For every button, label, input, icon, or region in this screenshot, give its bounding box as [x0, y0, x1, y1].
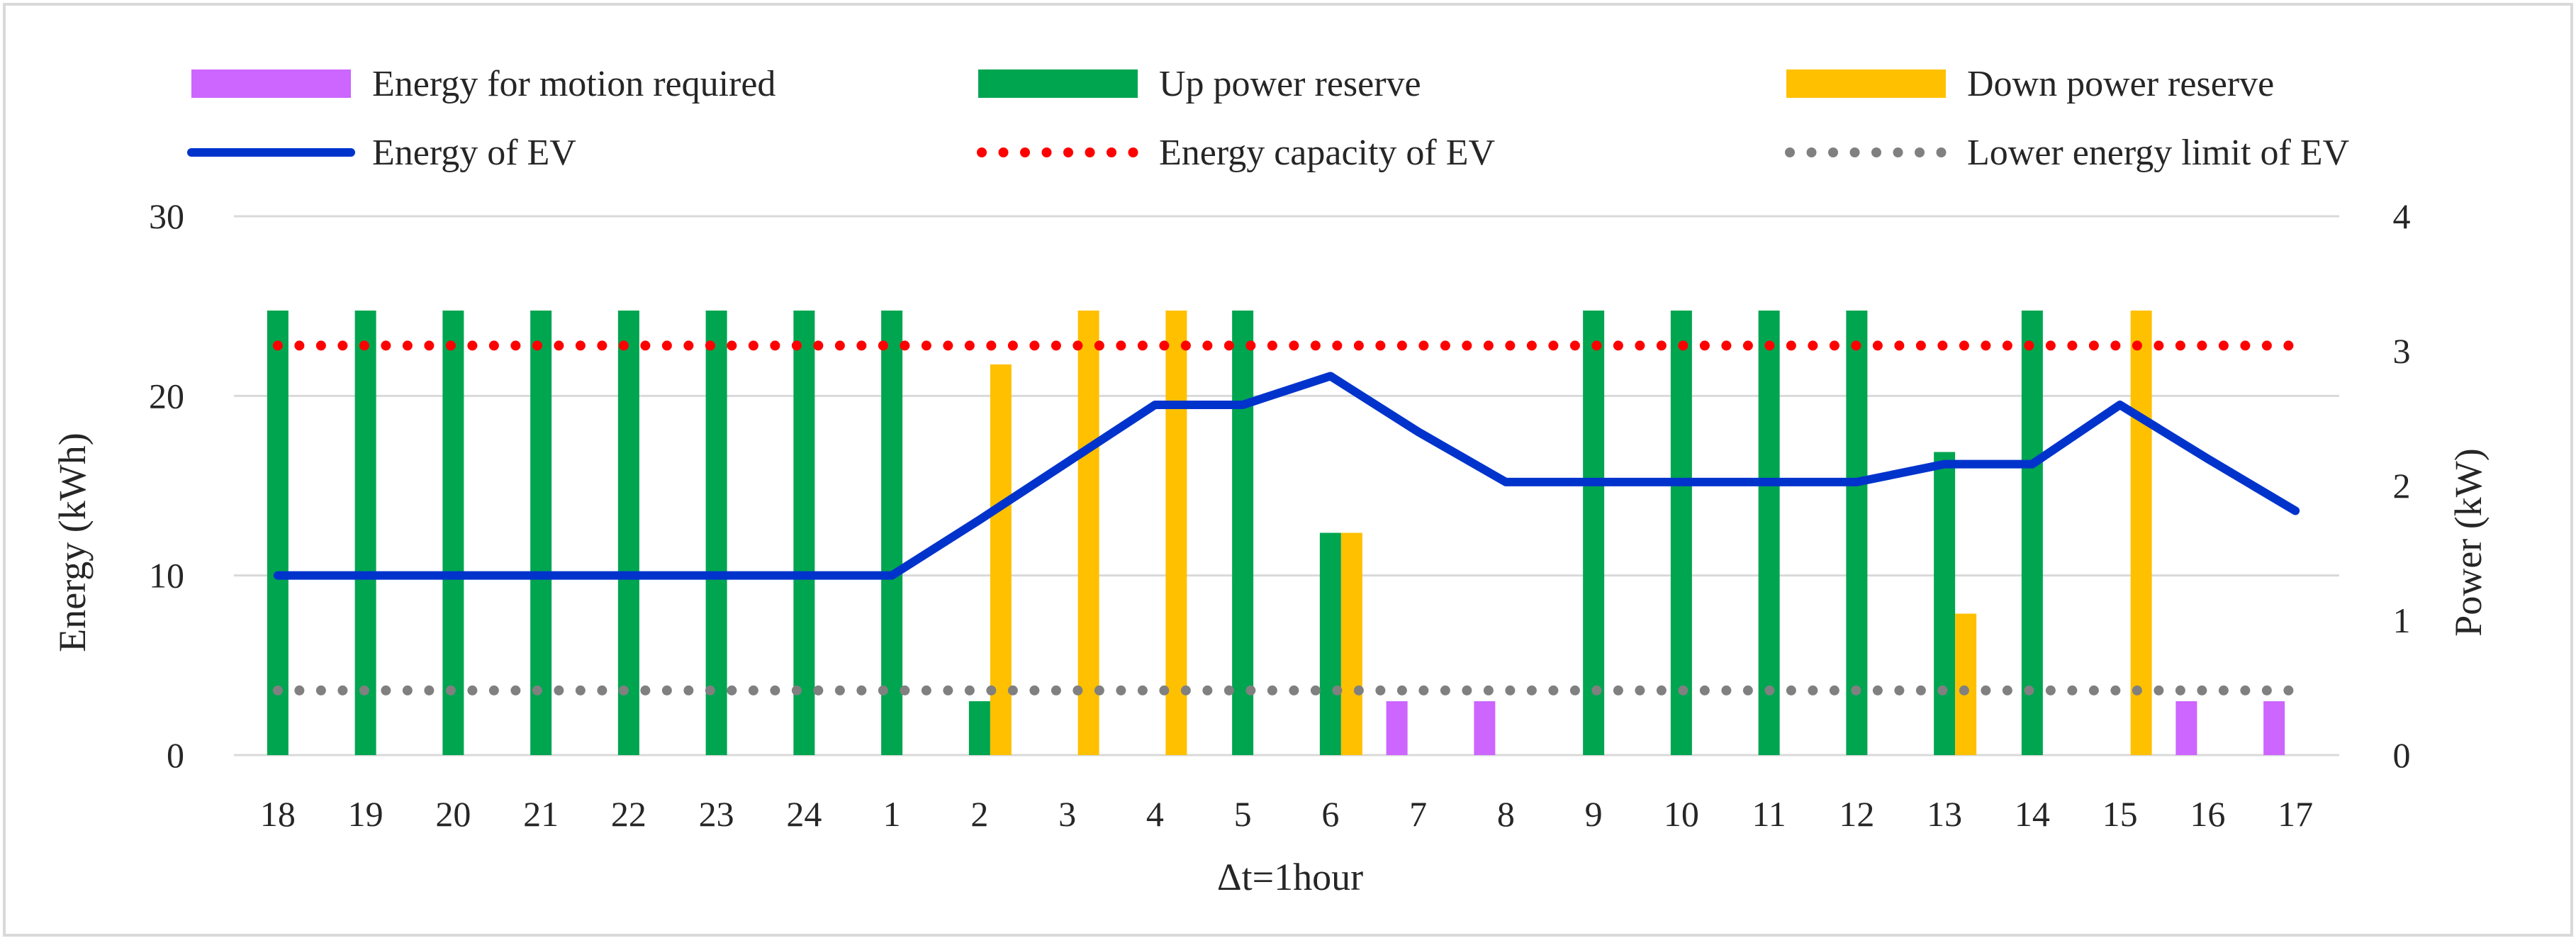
- bar-up-power-reserve: [530, 311, 552, 755]
- x-tick-label: 14: [2015, 794, 2050, 834]
- y-right-tick-label: 0: [2393, 735, 2411, 775]
- x-tick-label: 2: [970, 794, 988, 834]
- bar-up-power-reserve: [1232, 311, 1254, 755]
- bar-up-power-reserve: [881, 311, 903, 755]
- bar-up-power-reserve: [793, 311, 815, 755]
- x-tick-label: 8: [1497, 794, 1515, 834]
- bar-up-power-reserve: [1934, 452, 1956, 755]
- x-tick-label: 4: [1146, 794, 1164, 834]
- bar-up-power-reserve: [354, 311, 376, 755]
- x-tick-label: 3: [1058, 794, 1076, 834]
- bar-up-power-reserve: [267, 311, 289, 755]
- x-tick-label: 24: [786, 794, 822, 834]
- bar-down-power-reserve: [990, 364, 1012, 755]
- bar-up-power-reserve: [1670, 311, 1692, 755]
- x-tick-label: 20: [435, 794, 471, 834]
- y-right-tick-label: 3: [2393, 331, 2411, 371]
- x-tick-label: 16: [2190, 794, 2225, 834]
- bar-up-power-reserve: [968, 701, 990, 755]
- y-left-tick-label: 20: [149, 376, 184, 415]
- bar-energy-for-motion-required: [1386, 701, 1408, 755]
- x-tick-label: 13: [1927, 794, 1962, 834]
- x-tick-label: 18: [260, 794, 296, 834]
- x-tick-label: 5: [1234, 794, 1252, 834]
- y-right-tick-label: 2: [2393, 466, 2411, 506]
- bar-down-power-reserve: [1165, 311, 1187, 755]
- legend-item-energy-for-motion-required: Energy for motion required: [191, 64, 775, 104]
- bar-down-power-reserve: [1340, 532, 1362, 755]
- y-left-tick-label: 10: [149, 556, 184, 596]
- legend-label: Energy capacity of EV: [1159, 133, 1495, 173]
- y-left-tick-label: 0: [167, 735, 184, 775]
- y-axis-left-ticks: 0 10 20 30: [149, 196, 184, 775]
- legend-item-up-power-reserve: Up power reserve: [978, 64, 1421, 104]
- bar-down-power-reserve: [2130, 311, 2152, 755]
- x-tick-label: 23: [699, 794, 734, 834]
- x-tick-label: 21: [523, 794, 559, 834]
- y-right-tick-label: 4: [2393, 196, 2411, 236]
- y-axis-right-ticks: 0 1 2 3 4: [2393, 196, 2411, 775]
- x-tick-label: 10: [1664, 794, 1699, 834]
- bar-up-power-reserve: [2021, 311, 2043, 755]
- legend-item-energy-capacity-of-ev: Energy capacity of EV: [977, 133, 1495, 173]
- legend-label: Down power reserve: [1967, 64, 2274, 104]
- x-tick-label: 1: [883, 794, 901, 834]
- x-tick-label: 19: [348, 794, 383, 834]
- bar-energy-for-motion-required: [1474, 701, 1496, 755]
- bar-energy-for-motion-required: [2263, 701, 2285, 755]
- legend-swatch: [978, 69, 1138, 98]
- x-tick-label: 15: [2102, 794, 2138, 834]
- legend-swatch: [1786, 69, 1946, 98]
- bar-up-power-reserve: [1846, 311, 1868, 755]
- legend-label: Lower energy limit of EV: [1967, 133, 2349, 173]
- x-tick-label: 22: [611, 794, 646, 834]
- legend-item-down-power-reserve: Down power reserve: [1786, 64, 2274, 104]
- bar-up-power-reserve: [1583, 311, 1605, 755]
- bar-up-power-reserve: [442, 311, 464, 755]
- bar-up-power-reserve: [705, 311, 727, 755]
- legend-item-lower-energy-limit-of-ev: Lower energy limit of EV: [1785, 133, 2349, 173]
- legend-item-energy-of-ev: Energy of EV: [187, 133, 576, 173]
- bar-up-power-reserve: [617, 311, 639, 755]
- legend: Energy for motion required Up power reser…: [187, 64, 2349, 173]
- bar-down-power-reserve: [1077, 311, 1099, 755]
- x-axis-title: Δt=1hour: [1217, 856, 1363, 898]
- lines: [272, 340, 2301, 696]
- x-tick-label: 7: [1409, 794, 1427, 834]
- y-right-tick-label: 1: [2393, 601, 2411, 640]
- legend-label: Energy of EV: [372, 133, 576, 173]
- chart-border: [3, 3, 2573, 937]
- x-tick-label: 11: [1752, 794, 1786, 834]
- bar-up-power-reserve: [1758, 311, 1780, 755]
- x-tick-label: 17: [2278, 794, 2313, 834]
- x-tick-label: 6: [1321, 794, 1339, 834]
- legend-label: Up power reserve: [1159, 64, 1421, 104]
- line-energy-of-ev: [273, 372, 2300, 580]
- x-tick-label: 9: [1585, 794, 1603, 834]
- bar-energy-for-motion-required: [2175, 701, 2197, 755]
- x-tick-label: 12: [1839, 794, 1874, 834]
- bar-down-power-reserve: [1955, 613, 1977, 755]
- bar-up-power-reserve: [1319, 532, 1341, 755]
- bars: [267, 311, 2285, 755]
- legend-swatch: [191, 69, 351, 98]
- y-axis-right-title: Power (kW): [2447, 448, 2490, 636]
- y-left-tick-label: 30: [149, 196, 184, 236]
- x-axis-ticks: 18 19 20 21 22 23 24 1 2 3 4 5 6 7 8 9 10 11 12 13 14 15 16 17: [260, 794, 2313, 834]
- y-axis-left-title: Energy (kWh): [51, 433, 94, 652]
- legend-label: Energy for motion required: [372, 64, 775, 104]
